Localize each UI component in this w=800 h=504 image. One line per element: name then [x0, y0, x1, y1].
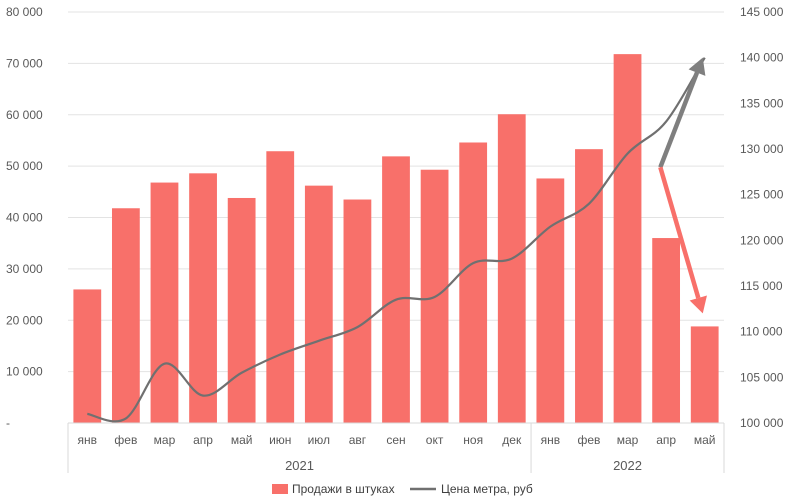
- up-arrow-head: [688, 57, 706, 76]
- sales-bars: [73, 54, 719, 423]
- left-axis-ticks: - 10 000 20 000 30 000 40 000 50 000 60 000 70 …: [6, 5, 43, 430]
- bar: [575, 149, 603, 423]
- right-tick-label: 115 000: [740, 279, 783, 293]
- left-tick-label: 40 000: [6, 211, 43, 225]
- x-tick-label: янв: [541, 433, 561, 447]
- down-arrow-shaft: [658, 166, 701, 299]
- bar: [227, 197, 256, 423]
- x-tick-label: ноя: [463, 433, 483, 447]
- left-tick-label: 70 000: [6, 56, 43, 70]
- left-tick-label: 10 000: [6, 365, 43, 379]
- down-arrow-head: [689, 295, 707, 314]
- x-tick-label: апр: [656, 433, 676, 447]
- x-tick-label: сен: [386, 433, 405, 447]
- bar: [690, 326, 719, 423]
- legend: Продажи в штуках Цена метра, руб: [272, 482, 533, 496]
- price-line: [87, 57, 706, 423]
- left-tick-label: -: [6, 416, 10, 430]
- bar: [150, 182, 179, 423]
- x-tick-label: июн: [269, 433, 291, 447]
- x-tick-label: окт: [426, 433, 444, 447]
- x-tick-label: мар: [617, 433, 639, 447]
- left-tick-label: 80 000: [6, 5, 43, 19]
- right-tick-label: 135 000: [740, 96, 784, 110]
- bar: [343, 199, 372, 423]
- bar: [459, 142, 488, 423]
- up-arrow-shaft: [658, 71, 700, 169]
- year-label: 2022: [613, 458, 642, 473]
- bar: [111, 208, 140, 423]
- right-tick-label: 110 000: [740, 325, 783, 339]
- x-tick-label: апр: [193, 433, 213, 447]
- trend-arrows: [658, 57, 707, 314]
- legend-label-price: Цена метра, руб: [441, 482, 533, 496]
- x-tick-label: фев: [577, 433, 600, 447]
- right-axis-ticks: 100 000 105 000 110 000 115 000 120 000 125 0…: [740, 5, 784, 430]
- legend-label-sales: Продажи в штуках: [292, 482, 395, 496]
- left-tick-label: 50 000: [6, 159, 43, 173]
- x-tick-label: июл: [308, 433, 330, 447]
- left-tick-label: 60 000: [6, 108, 43, 122]
- x-tick-label: фев: [114, 433, 137, 447]
- x-tick-label: янв: [78, 433, 98, 447]
- left-tick-label: 30 000: [6, 262, 43, 276]
- right-tick-label: 120 000: [740, 233, 784, 247]
- bar: [652, 238, 681, 423]
- x-tick-label: дек: [502, 433, 522, 447]
- x-tick-label: авг: [349, 433, 367, 447]
- bar: [382, 156, 410, 423]
- left-tick-label: 20 000: [6, 313, 43, 327]
- x-tick-label: май: [694, 433, 716, 447]
- legend-swatch-sales: [272, 484, 288, 494]
- bar: [73, 289, 102, 423]
- x-tick-label: май: [231, 433, 253, 447]
- right-tick-label: 125 000: [740, 188, 784, 202]
- bar: [266, 151, 295, 423]
- x-axis: янв фев мар апр май июн июл авг сен окт ноя дек янв ф…: [67, 422, 725, 473]
- right-tick-label: 140 000: [740, 51, 784, 65]
- bar: [189, 173, 217, 423]
- bar: [497, 114, 526, 423]
- bar: [304, 185, 333, 423]
- year-label: 2021: [285, 458, 314, 473]
- bar: [536, 178, 565, 423]
- price-line-path: [87, 57, 706, 423]
- right-tick-label: 145 000: [740, 5, 784, 19]
- bar: [613, 54, 642, 423]
- right-tick-label: 130 000: [740, 142, 784, 156]
- right-tick-label: 100 000: [740, 416, 784, 430]
- x-tick-label: мар: [154, 433, 176, 447]
- right-tick-label: 105 000: [740, 370, 784, 384]
